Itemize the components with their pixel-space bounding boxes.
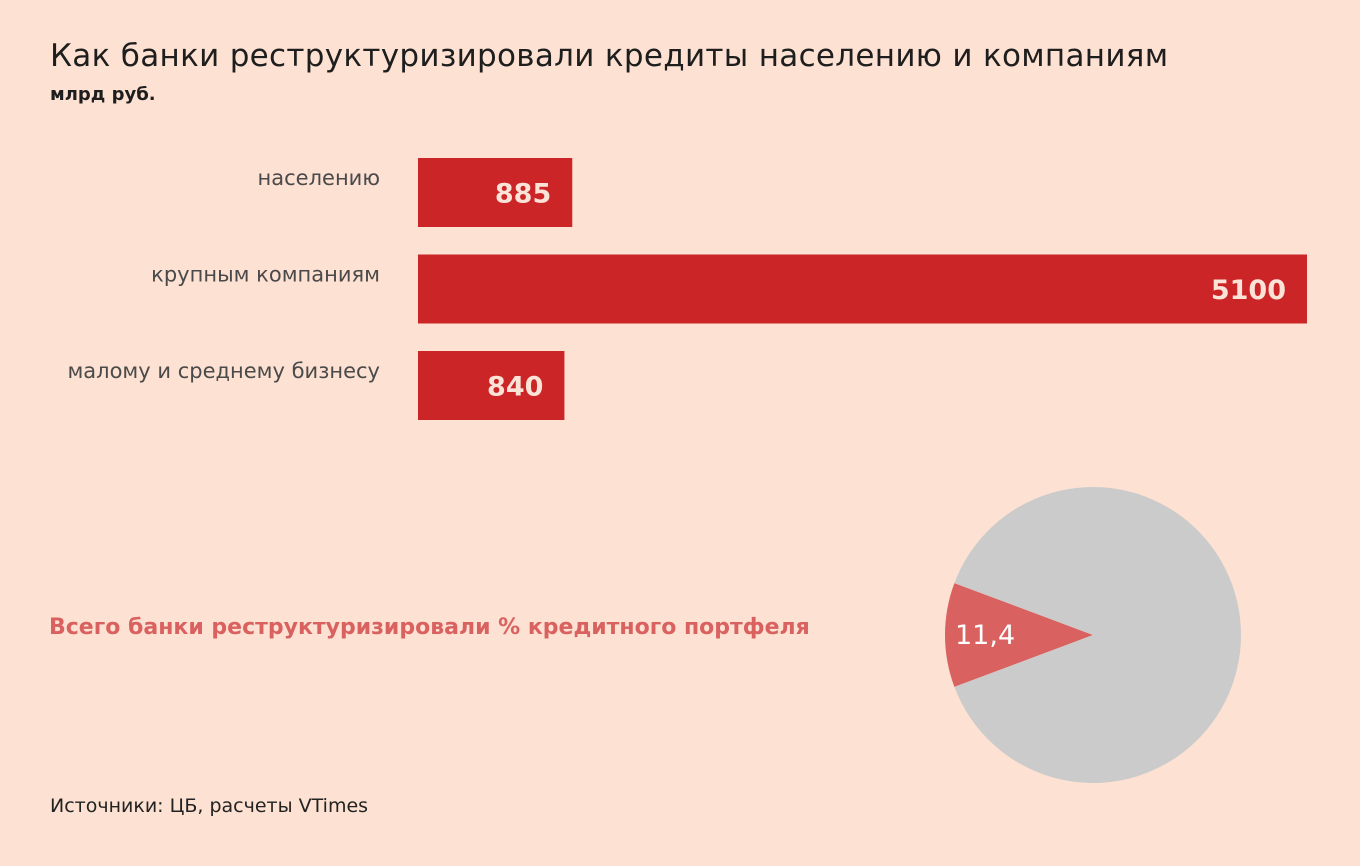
bar-value-label: 885 xyxy=(495,179,551,210)
bar xyxy=(418,254,1307,324)
pie-slice xyxy=(954,487,1241,783)
pie-slice-label: 11,4 xyxy=(955,620,1015,651)
source-note: Источники: ЦБ, расчеты VTimes xyxy=(50,795,369,817)
pie-chart: 11,4 xyxy=(945,487,1241,783)
pie-caption: Всего банки реструктуризировали % кредит… xyxy=(49,615,810,640)
chart-title: Как банки реструктуризировали кредиты на… xyxy=(50,38,1169,74)
bar xyxy=(418,158,573,227)
category-label: крупным компаниям xyxy=(151,263,380,287)
pie-slice xyxy=(945,583,1093,687)
category-label: населению xyxy=(258,166,380,190)
chart-subtitle: млрд руб. xyxy=(50,84,156,105)
bar xyxy=(418,351,565,420)
bar-value-label: 5100 xyxy=(1211,275,1286,306)
bar-value-label: 840 xyxy=(487,372,543,403)
bar-chart: населению 885 крупным компаниям 5100 малому … xyxy=(67,158,1307,420)
category-label: малому и среднему бизнесу xyxy=(67,359,380,383)
